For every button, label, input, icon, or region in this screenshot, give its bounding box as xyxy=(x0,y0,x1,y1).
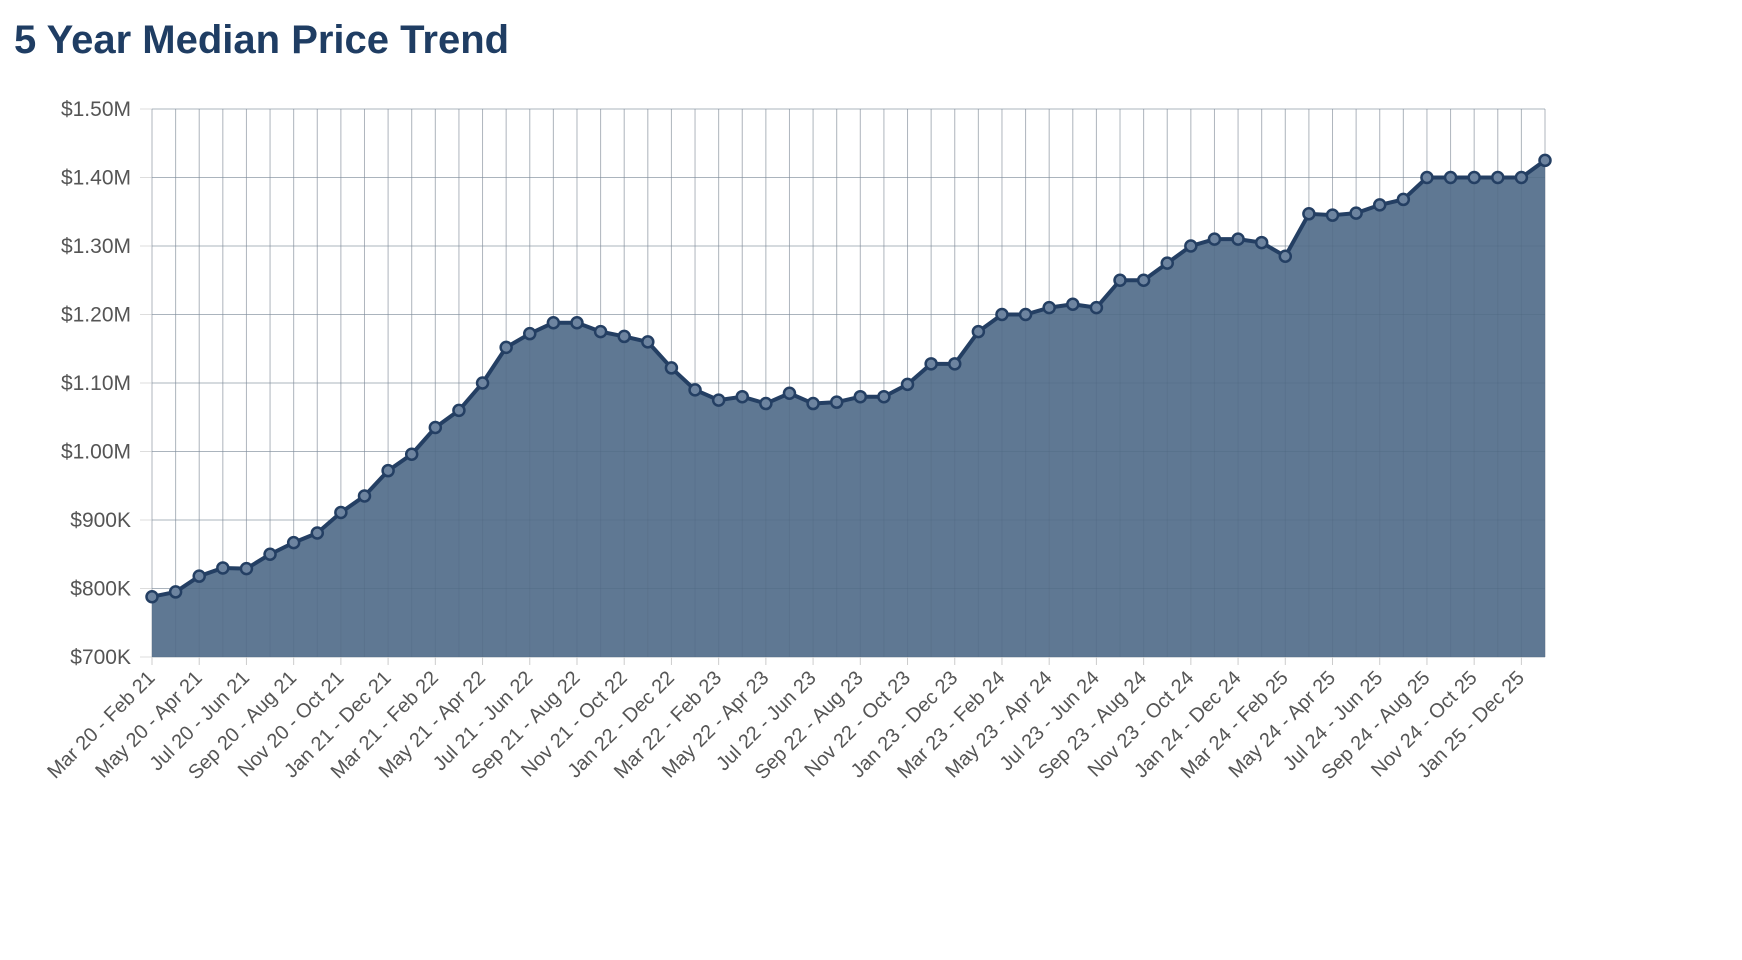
data-point[interactable] xyxy=(570,315,584,330)
data-point[interactable] xyxy=(641,335,655,349)
data-point[interactable] xyxy=(947,357,962,371)
data-point[interactable] xyxy=(1042,300,1056,315)
data-point[interactable] xyxy=(1160,256,1174,270)
y-tick-label: $1.10M xyxy=(61,372,131,395)
data-point[interactable] xyxy=(735,389,750,404)
data-point[interactable] xyxy=(499,340,513,355)
data-point[interactable] xyxy=(759,396,773,411)
data-point[interactable] xyxy=(1089,300,1104,315)
data-point[interactable] xyxy=(688,383,702,397)
data-point[interactable] xyxy=(310,526,325,540)
data-points xyxy=(145,153,1552,604)
data-point[interactable] xyxy=(1467,170,1481,185)
chart-title: 5 Year Median Price Trend xyxy=(14,18,510,62)
data-point[interactable] xyxy=(263,547,277,561)
data-point[interactable] xyxy=(995,307,1009,322)
data-point[interactable] xyxy=(428,420,443,435)
data-point[interactable] xyxy=(1254,235,1269,250)
data-point[interactable] xyxy=(617,329,631,344)
data-point[interactable] xyxy=(1113,273,1127,287)
data-point[interactable] xyxy=(1066,297,1080,311)
data-point[interactable] xyxy=(806,396,820,411)
data-point[interactable] xyxy=(523,326,537,341)
data-point[interactable] xyxy=(853,389,868,404)
data-point[interactable] xyxy=(145,589,159,604)
data-point[interactable] xyxy=(1514,170,1529,185)
data-point[interactable] xyxy=(900,377,915,392)
data-point[interactable] xyxy=(381,463,395,478)
grid-overlay xyxy=(151,108,1546,658)
data-point[interactable] xyxy=(1491,170,1505,185)
data-point[interactable] xyxy=(1372,198,1387,212)
data-point[interactable] xyxy=(286,535,301,550)
price-area-fill xyxy=(152,160,1545,657)
data-point[interactable] xyxy=(452,403,466,418)
data-point[interactable] xyxy=(475,376,490,390)
data-point[interactable] xyxy=(168,585,183,599)
y-tick-label: $1.20M xyxy=(61,304,131,327)
y-axis-tick-labels: $700K $800K $900K $1.00M $1.10M $1.20M $1.30M $… xyxy=(61,98,131,669)
data-point[interactable] xyxy=(1278,249,1293,264)
data-point[interactable] xyxy=(1018,307,1033,322)
data-point[interactable] xyxy=(1302,207,1316,221)
data-point[interactable] xyxy=(239,561,254,576)
y-tick-label: $1.00M xyxy=(61,441,131,464)
data-point[interactable] xyxy=(1349,206,1363,220)
data-point[interactable] xyxy=(1443,170,1458,185)
data-point[interactable] xyxy=(1396,192,1411,207)
data-point[interactable] xyxy=(404,447,419,461)
data-point[interactable] xyxy=(334,505,348,520)
y-tick-label: $900K xyxy=(70,509,131,532)
data-point[interactable] xyxy=(711,393,726,407)
data-point[interactable] xyxy=(593,324,608,339)
y-tick-label: $800K xyxy=(70,578,131,601)
data-point[interactable] xyxy=(357,489,372,503)
data-point[interactable] xyxy=(546,315,561,330)
data-point[interactable] xyxy=(1420,170,1434,185)
data-point[interactable] xyxy=(1325,208,1340,222)
data-point[interactable] xyxy=(216,561,230,575)
data-point[interactable] xyxy=(782,386,797,401)
y-tick-label: $1.40M xyxy=(61,167,131,190)
data-point[interactable] xyxy=(877,389,891,404)
data-point[interactable] xyxy=(829,395,844,409)
data-point[interactable] xyxy=(1231,232,1245,246)
data-point[interactable] xyxy=(1184,239,1198,253)
data-point[interactable] xyxy=(971,324,986,339)
y-tick-label: $1.30M xyxy=(61,235,131,258)
data-point[interactable] xyxy=(1207,232,1222,246)
data-point[interactable] xyxy=(664,361,679,375)
data-point[interactable] xyxy=(1538,153,1552,168)
y-tick-label: $700K xyxy=(70,646,131,669)
data-point[interactable] xyxy=(1136,273,1151,287)
data-point[interactable] xyxy=(192,569,206,583)
y-tick-label: $1.50M xyxy=(61,98,131,121)
data-point[interactable] xyxy=(924,357,938,371)
